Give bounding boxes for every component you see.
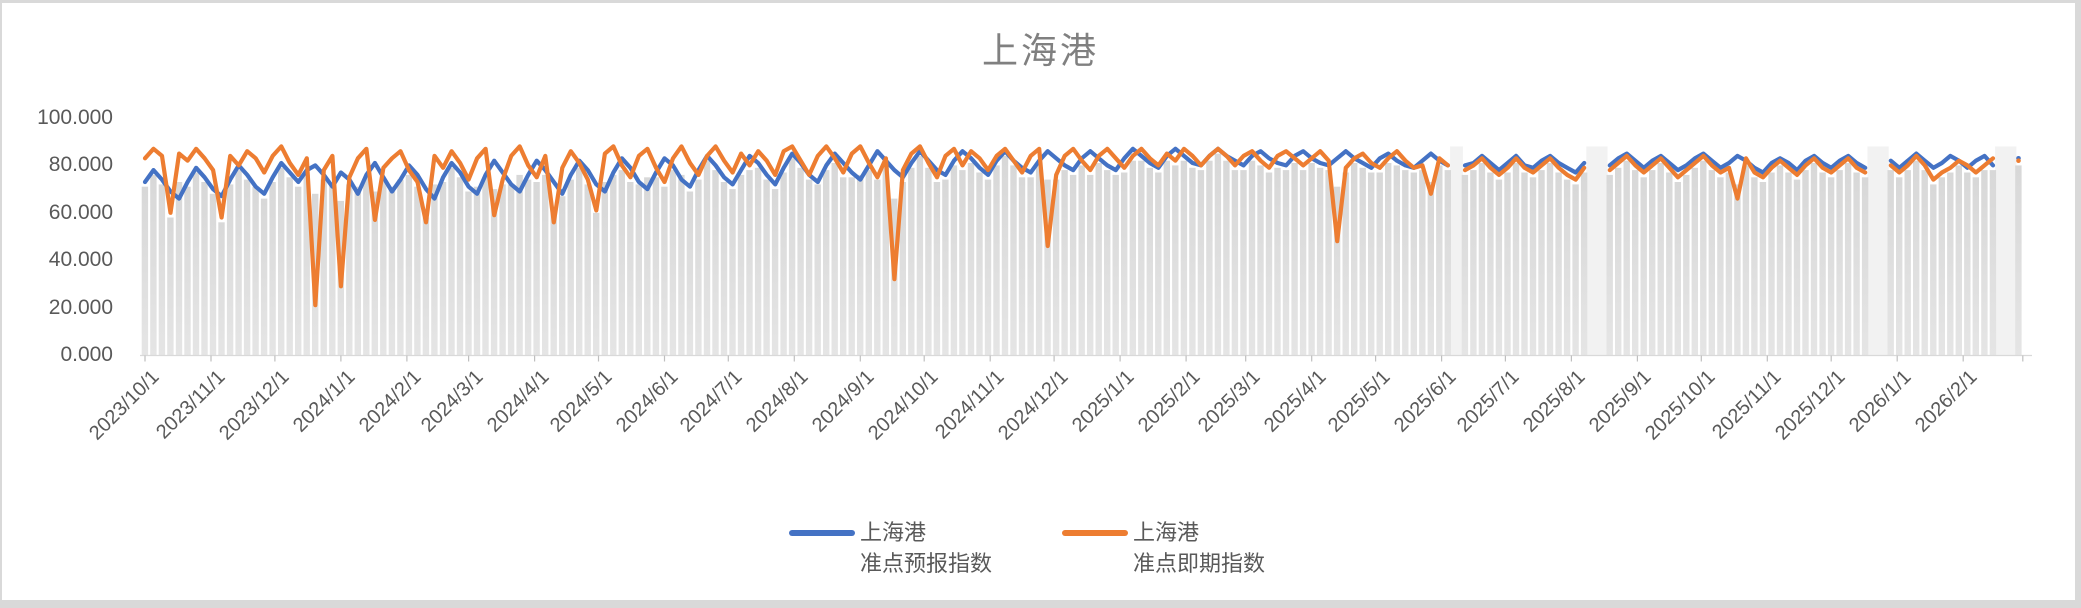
y-axis-label: 80.000 bbox=[48, 153, 113, 177]
y-axis-label: 20.000 bbox=[48, 295, 113, 319]
legend-marker-spot bbox=[1062, 530, 1128, 536]
y-axis-label: 40.000 bbox=[48, 248, 113, 272]
frame-border-right bbox=[2075, 0, 2081, 608]
series-spot-line[interactable] bbox=[142, 144, 2021, 308]
background-columns bbox=[141, 153, 2022, 356]
frame-border-top bbox=[0, 0, 2081, 3]
legend-item-spot[interactable]: 上海港 准点即期指数 bbox=[1062, 517, 1265, 579]
legend-marker-forecast bbox=[789, 530, 855, 536]
legend-label-forecast: 上海港 准点预报指数 bbox=[860, 520, 993, 576]
gap-bands bbox=[1450, 146, 2017, 355]
y-axis-label: 60.000 bbox=[48, 200, 113, 224]
legend-item-forecast[interactable]: 上海港 准点预报指数 bbox=[789, 517, 992, 579]
frame-border-left bbox=[0, 0, 2, 608]
y-axis-label: 0.000 bbox=[60, 343, 113, 366]
chart-title[interactable]: 上海港 bbox=[981, 30, 1099, 71]
legend-label-spot: 上海港 准点即期指数 bbox=[1133, 520, 1266, 576]
x-axis bbox=[140, 354, 2032, 362]
y-axis-label: 100.000 bbox=[37, 106, 113, 129]
frame-border-bottom bbox=[0, 600, 2081, 608]
